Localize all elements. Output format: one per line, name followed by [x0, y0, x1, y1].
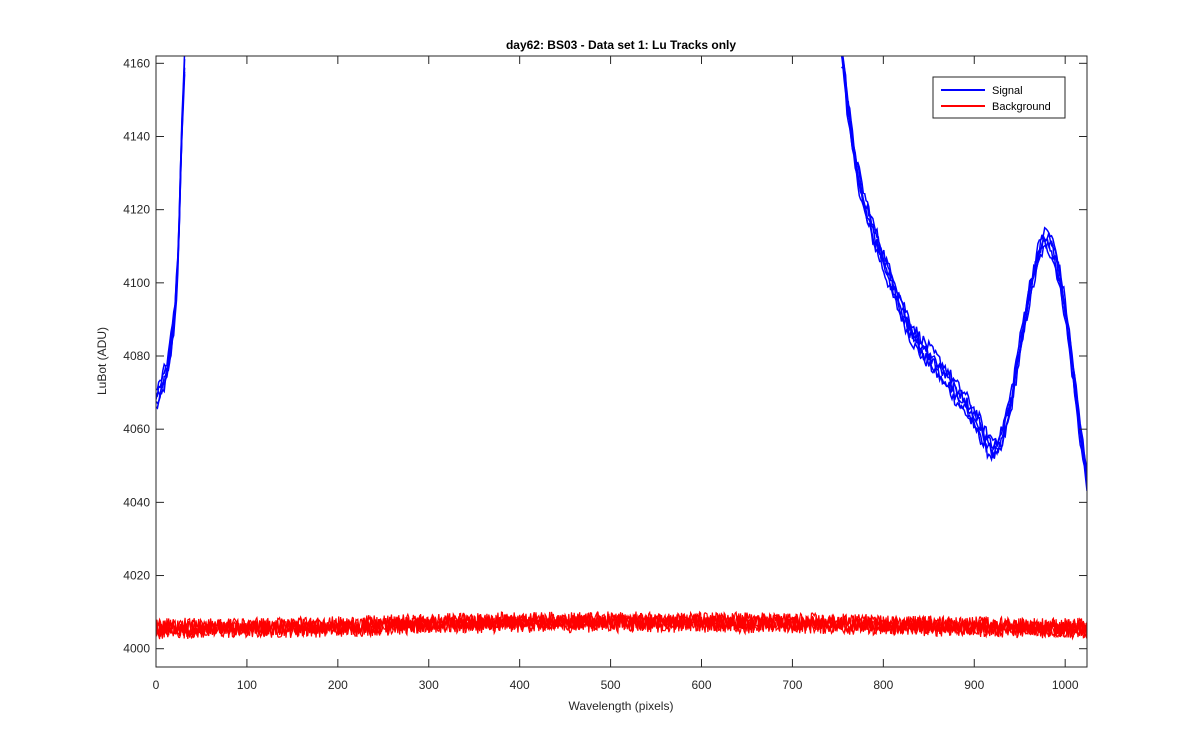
- y-tick-label-4100: 4100: [123, 276, 150, 290]
- x-tick-label-1000: 1000: [1052, 678, 1079, 692]
- x-tick-label-300: 300: [419, 678, 439, 692]
- x-tick-label-700: 700: [782, 678, 802, 692]
- x-tick-label-500: 500: [601, 678, 621, 692]
- series-lines: [156, 56, 1087, 641]
- legend-box: [932, 76, 1066, 119]
- y-tick-label-4060: 4060: [123, 422, 150, 436]
- x-tick-label-800: 800: [873, 678, 893, 692]
- y-tick-label-4000: 4000: [123, 642, 150, 656]
- y-tick-label-4140: 4140: [123, 129, 150, 143]
- legend-label-background: Background: [992, 101, 1051, 113]
- axes-box: [155, 55, 1088, 668]
- x-tick-label-200: 200: [328, 678, 348, 692]
- tick-labels: 0 100 200 300 400 500 600 700 800 900 1000 4000 4020…: [123, 56, 1079, 692]
- x-tick-label-0: 0: [153, 678, 160, 692]
- legend-label-signal: Signal: [992, 85, 1023, 97]
- x-axis-label: Wavelength (pixels): [569, 699, 674, 713]
- signal-series-line-seg0-4: [156, 56, 186, 391]
- y-tick-label-4040: 4040: [123, 495, 150, 509]
- x-tick-label-600: 600: [691, 678, 711, 692]
- y-tick-label-4120: 4120: [123, 203, 150, 217]
- plot-area: [156, 56, 1087, 667]
- signal-series-line-seg1-4: [842, 56, 1087, 473]
- y-tick-label-4020: 4020: [123, 569, 150, 583]
- background-series-line-seg0-4: [156, 610, 1087, 636]
- x-tick-label-100: 100: [237, 678, 257, 692]
- y-tick-label-4080: 4080: [123, 349, 150, 363]
- y-axis-label: LuBot (ADU): [95, 327, 109, 395]
- legend: Signal Background: [932, 76, 1066, 119]
- chart-title: day62: BS03 - Data set 1: Lu Tracks only: [506, 38, 736, 52]
- x-tick-label-900: 900: [964, 678, 984, 692]
- axis-ticks: [155, 56, 1087, 667]
- y-tick-label-4160: 4160: [123, 56, 150, 70]
- x-tick-label-400: 400: [510, 678, 530, 692]
